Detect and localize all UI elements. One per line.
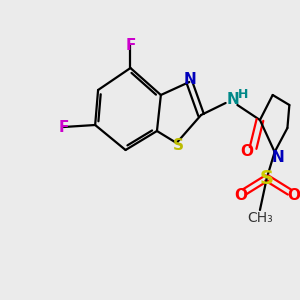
- Text: H: H: [238, 88, 248, 101]
- Text: N: N: [271, 149, 284, 164]
- Text: F: F: [125, 38, 136, 52]
- Text: N: N: [227, 92, 240, 107]
- Text: O: O: [234, 188, 247, 203]
- Text: CH₃: CH₃: [247, 211, 273, 225]
- Text: S: S: [173, 139, 184, 154]
- Text: O: O: [241, 145, 254, 160]
- Text: F: F: [58, 119, 69, 134]
- Text: N: N: [184, 71, 197, 86]
- Text: S: S: [260, 169, 274, 188]
- Text: O: O: [287, 188, 300, 203]
